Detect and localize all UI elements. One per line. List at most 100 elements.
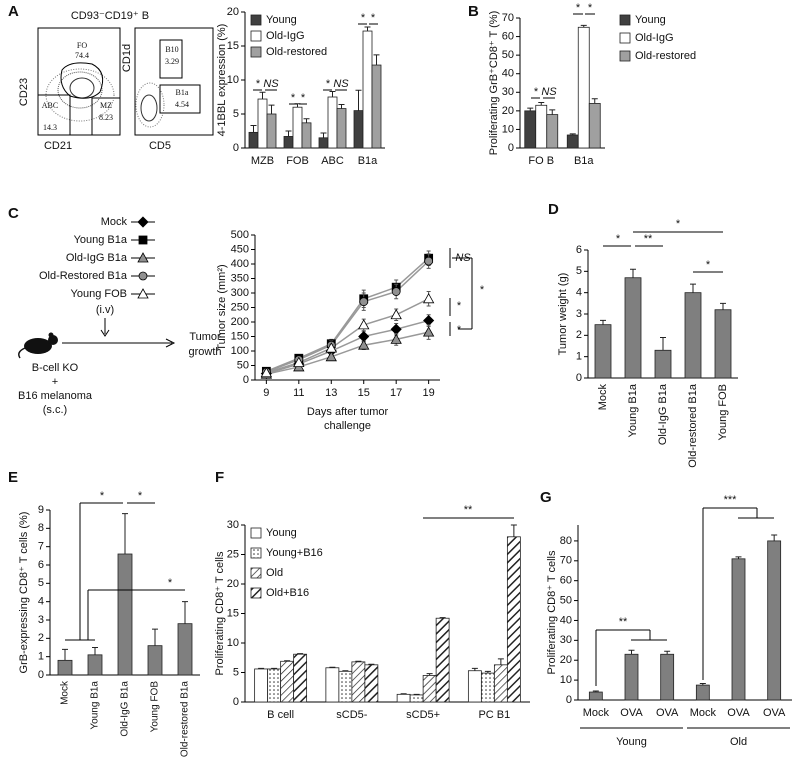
x-tick-label: Old-restored B1a — [687, 383, 699, 468]
annotation: * — [576, 2, 581, 14]
x-tick-label: FOB — [286, 155, 309, 167]
x-tick-label: Mock — [583, 707, 610, 719]
flow-plot: FO 74.4 ABC 14.3 MZ 8.23 CD23 CD21 — [18, 27, 121, 152]
mouse-icon — [48, 335, 58, 345]
error-bar — [355, 89, 362, 111]
legend-label: Young — [266, 527, 297, 539]
series-line — [266, 319, 429, 375]
marker — [293, 356, 305, 367]
annotation: ** — [464, 504, 473, 516]
x-tick-label: OVA — [763, 707, 786, 719]
y-axis-label: 4-1BBL expression (%) — [216, 24, 228, 137]
marker — [137, 216, 149, 228]
x-tick-label: Mock — [690, 707, 717, 719]
mouse-icon — [24, 338, 52, 354]
y-tick-label: 30 — [227, 519, 239, 531]
bar — [338, 670, 353, 703]
y-axis-label: Proliferating GrB⁺CD8⁺ T (%) — [488, 11, 500, 155]
error-bar — [600, 319, 606, 325]
y-tick-label: 1 — [38, 651, 44, 663]
y-tick-label: 3 — [38, 614, 44, 626]
bar — [493, 664, 508, 703]
gate-name: ABC — [42, 101, 58, 110]
mouse-icon — [48, 332, 54, 338]
error-bar — [699, 682, 706, 686]
legend-label: Old-Restored B1a — [39, 270, 128, 282]
legend-label: Old-IgG — [266, 30, 305, 42]
x-tick-label: FO B — [528, 155, 554, 167]
bar — [364, 664, 379, 703]
marker — [358, 319, 370, 330]
annotation: NS — [541, 86, 557, 98]
legend-label: Old+B16 — [266, 587, 309, 599]
bar — [301, 122, 312, 149]
marker — [260, 366, 273, 378]
annotation: * — [168, 577, 173, 589]
y-axis-label: Tumor size (mm²) — [216, 264, 228, 350]
bar — [371, 64, 382, 149]
scheme: (i.v) Tumor growth B-cell KO + B16 melan… — [18, 304, 222, 416]
gate-value: 74.4 — [75, 51, 89, 60]
y-tick-label: 100 — [231, 345, 249, 357]
bar — [480, 672, 495, 703]
x-tick-label: B cell — [267, 709, 294, 721]
legend-label: Young+B16 — [266, 547, 323, 559]
error-bar — [471, 667, 478, 671]
y-tick-label: 6 — [576, 244, 582, 256]
marker — [391, 287, 401, 296]
y-tick-label: 20 — [227, 578, 239, 590]
legend-label: Young FOB — [71, 288, 127, 300]
legend-label: Young — [266, 14, 297, 26]
y-tick-label: 2 — [38, 632, 44, 644]
annotation: * — [326, 78, 331, 90]
x-tick-label: Old-restored B1a — [180, 681, 191, 758]
outcome: growth — [188, 346, 221, 358]
legend-label: Mock — [101, 216, 128, 228]
error-bar — [342, 670, 349, 672]
y-tick-label: 7 — [38, 541, 44, 553]
y-tick-label: 10 — [227, 74, 239, 86]
error-bar — [592, 690, 599, 693]
y-axis-label: Proliferating CD8⁺ T cells — [546, 550, 558, 675]
legend-label: Old — [266, 567, 283, 579]
panel-label: C — [8, 205, 19, 222]
error-bar — [373, 54, 380, 66]
legend-label: Old-restored — [635, 50, 696, 62]
annotation: * — [291, 92, 296, 104]
bar — [435, 617, 450, 703]
gate-name: MZ — [100, 101, 112, 110]
error-bar — [484, 670, 491, 674]
bar — [362, 30, 373, 149]
bar — [422, 675, 437, 703]
x-tick-label: 13 — [325, 387, 337, 399]
bar — [467, 670, 482, 703]
bar — [624, 653, 639, 701]
gate-name: FO — [77, 41, 87, 50]
bar — [177, 623, 193, 676]
error-bar — [569, 133, 576, 135]
x-tick-label: MZB — [251, 155, 274, 167]
error-bar — [182, 601, 188, 624]
y-tick-label: 150 — [231, 330, 249, 342]
panel-label: D — [548, 201, 559, 218]
marker — [424, 256, 434, 266]
error-bar — [320, 132, 327, 138]
y-tick-label: 50 — [502, 49, 514, 61]
y-tick-label: 20 — [227, 6, 239, 18]
error-bar — [122, 513, 128, 554]
error-bar — [271, 667, 278, 669]
x-tick-label: PC B1 — [478, 709, 510, 721]
y-tick-label: 60 — [502, 30, 514, 42]
flow-density — [140, 94, 158, 122]
annotation: *** — [724, 494, 738, 506]
legend-label: Young B1a — [74, 234, 128, 246]
y-tick-label: 0 — [566, 694, 572, 706]
flow-density — [135, 82, 165, 128]
y-tick-label: 70 — [502, 12, 514, 24]
y-tick-label: 5 — [233, 666, 239, 678]
error-bar — [510, 524, 517, 537]
error-bar — [538, 102, 545, 106]
y-axis-label: Proliferating CD8⁺ T cells — [214, 551, 226, 676]
mouse-icon — [18, 347, 26, 359]
